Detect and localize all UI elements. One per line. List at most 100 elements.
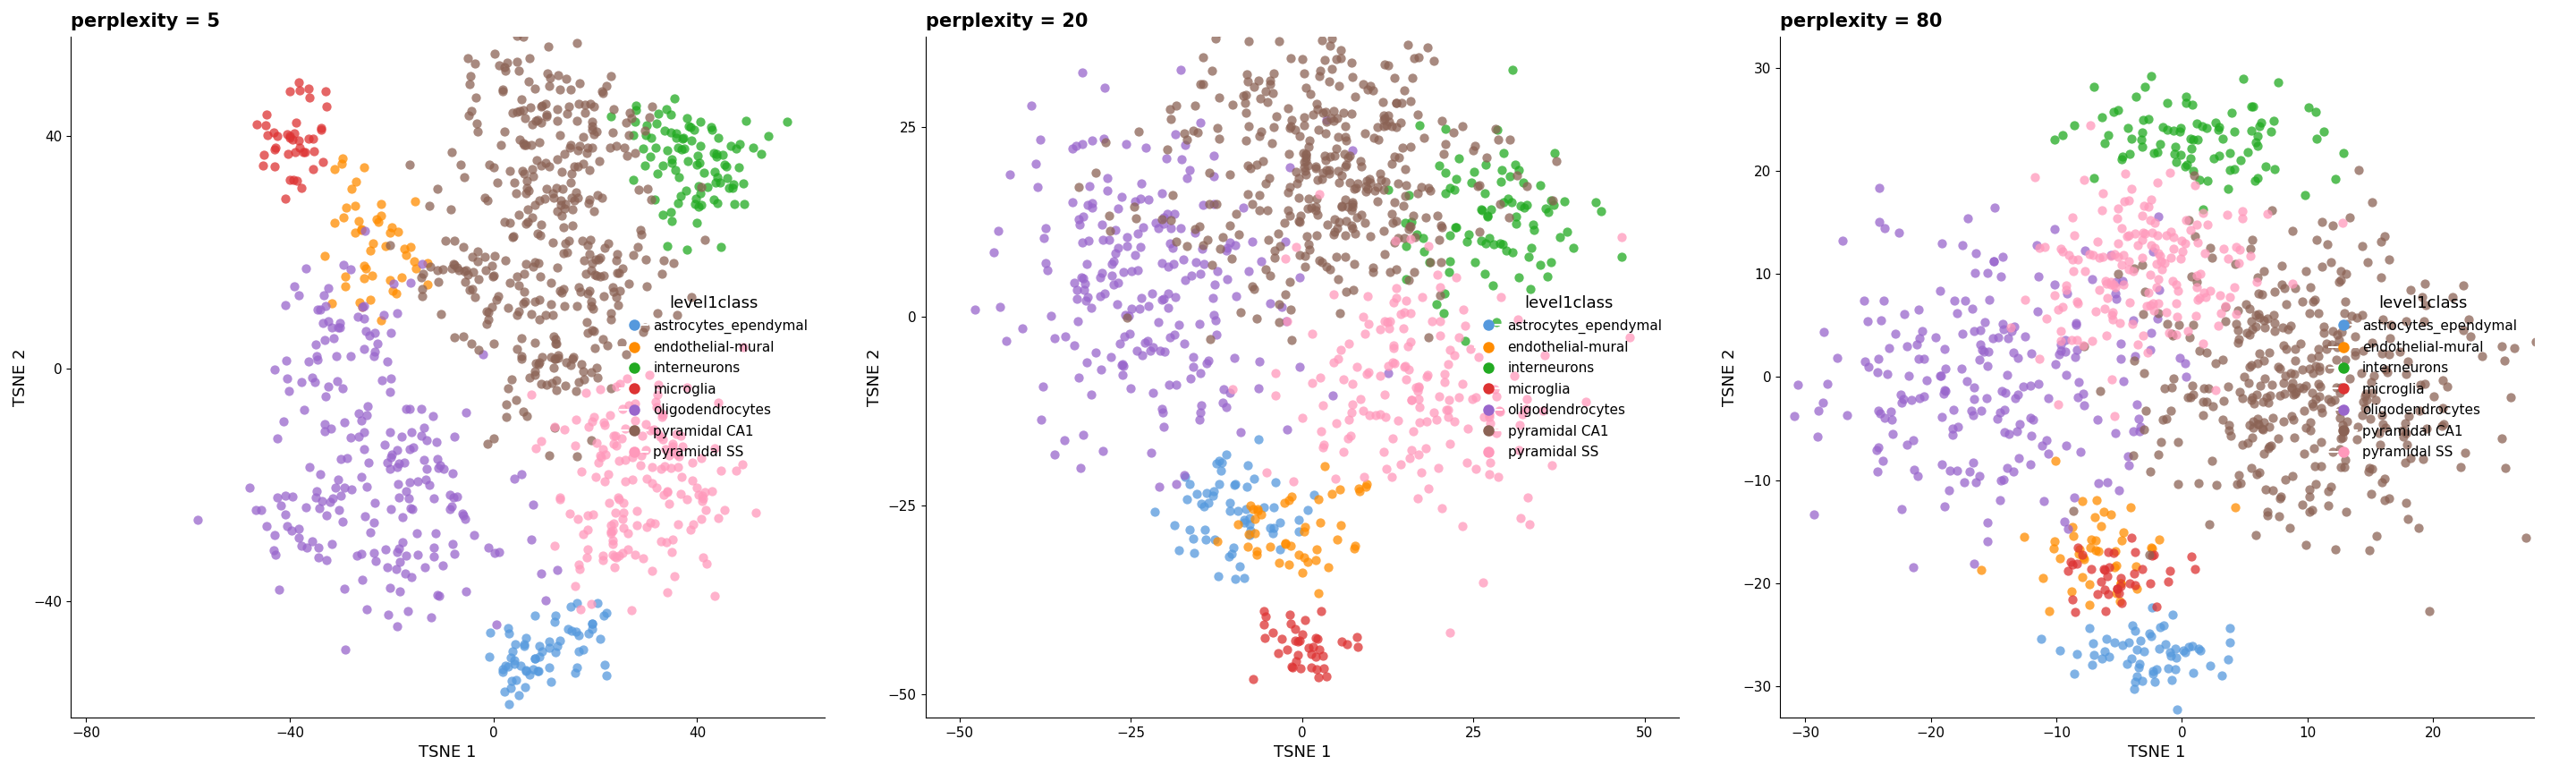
Point (1816, 352, 1857, 364)
Point (1466, 158, 1507, 171)
Point (2210, 429, 2251, 441)
Point (502, 31, 544, 43)
Point (1806, 377, 1847, 390)
Point (448, 52, 489, 64)
Point (1229, 264, 1270, 277)
Point (2362, 418, 2403, 431)
Point (1154, 235, 1195, 247)
Point (2316, 381, 2357, 393)
Point (2287, 101, 2329, 114)
Point (276, 117, 317, 129)
Point (580, 252, 621, 264)
Point (2146, 124, 2187, 136)
Point (1960, 324, 2002, 336)
Point (1798, 405, 1839, 417)
Point (2130, 239, 2172, 251)
Point (415, 527, 456, 540)
Point (2105, 167, 2146, 179)
Point (1059, 371, 1100, 383)
Point (1288, 642, 1329, 654)
Point (304, 334, 345, 346)
Point (631, 564, 672, 577)
Point (2236, 389, 2277, 401)
Point (541, 166, 582, 179)
Point (1180, 498, 1221, 510)
Point (2218, 305, 2259, 317)
Point (1914, 331, 1955, 343)
Point (2125, 227, 2166, 240)
Point (330, 264, 371, 276)
Point (2058, 297, 2099, 309)
Point (1306, 260, 1347, 272)
Point (1265, 253, 1306, 265)
Point (389, 443, 430, 455)
Point (1236, 158, 1278, 171)
Point (693, 147, 734, 159)
Point (502, 468, 544, 481)
Point (2025, 240, 2066, 253)
Point (1247, 204, 1288, 216)
Point (1082, 363, 1123, 376)
Point (2481, 433, 2522, 445)
Point (2347, 393, 2388, 406)
Point (1432, 415, 1473, 427)
Point (595, 507, 636, 519)
Point (325, 482, 366, 494)
Point (1154, 329, 1195, 341)
Point (1144, 217, 1185, 230)
Point (1211, 548, 1252, 560)
Point (2161, 245, 2202, 257)
Point (1126, 141, 1167, 154)
Point (2148, 576, 2190, 588)
Point (417, 462, 459, 475)
Point (1311, 63, 1352, 75)
Point (515, 652, 556, 664)
Point (2117, 643, 2159, 656)
Point (433, 257, 474, 270)
Point (296, 354, 337, 366)
Point (1123, 221, 1164, 233)
Point (1311, 112, 1352, 124)
Point (2094, 636, 2136, 649)
Point (2115, 683, 2156, 695)
Point (556, 114, 598, 127)
Point (304, 86, 345, 98)
Point (278, 135, 319, 147)
Point (371, 239, 412, 251)
Point (2084, 645, 2125, 657)
Point (265, 519, 307, 532)
Point (1332, 107, 1373, 120)
Point (582, 191, 623, 203)
Point (652, 153, 693, 165)
Point (2156, 703, 2197, 716)
Point (2043, 245, 2084, 257)
Point (1149, 332, 1190, 344)
Point (556, 160, 598, 172)
Point (379, 458, 420, 470)
Point (2223, 370, 2264, 383)
Point (1092, 257, 1133, 270)
Point (304, 288, 345, 301)
Point (657, 196, 698, 209)
Point (976, 224, 1018, 237)
Point (1986, 332, 2027, 344)
Point (598, 492, 639, 504)
Point (1123, 336, 1164, 349)
Point (343, 301, 384, 313)
Point (2053, 265, 2094, 278)
Point (2087, 633, 2128, 645)
Point (585, 241, 626, 254)
Point (1473, 383, 1515, 395)
Point (2280, 381, 2321, 393)
Point (541, 287, 582, 299)
Point (1260, 240, 1301, 253)
Point (2385, 457, 2427, 469)
Point (2063, 244, 2105, 257)
Point (1118, 303, 1159, 315)
Point (1267, 148, 1309, 160)
Point (1303, 166, 1345, 179)
Point (1278, 513, 1319, 526)
Point (652, 533, 693, 546)
Point (392, 441, 433, 454)
Point (1314, 356, 1355, 369)
